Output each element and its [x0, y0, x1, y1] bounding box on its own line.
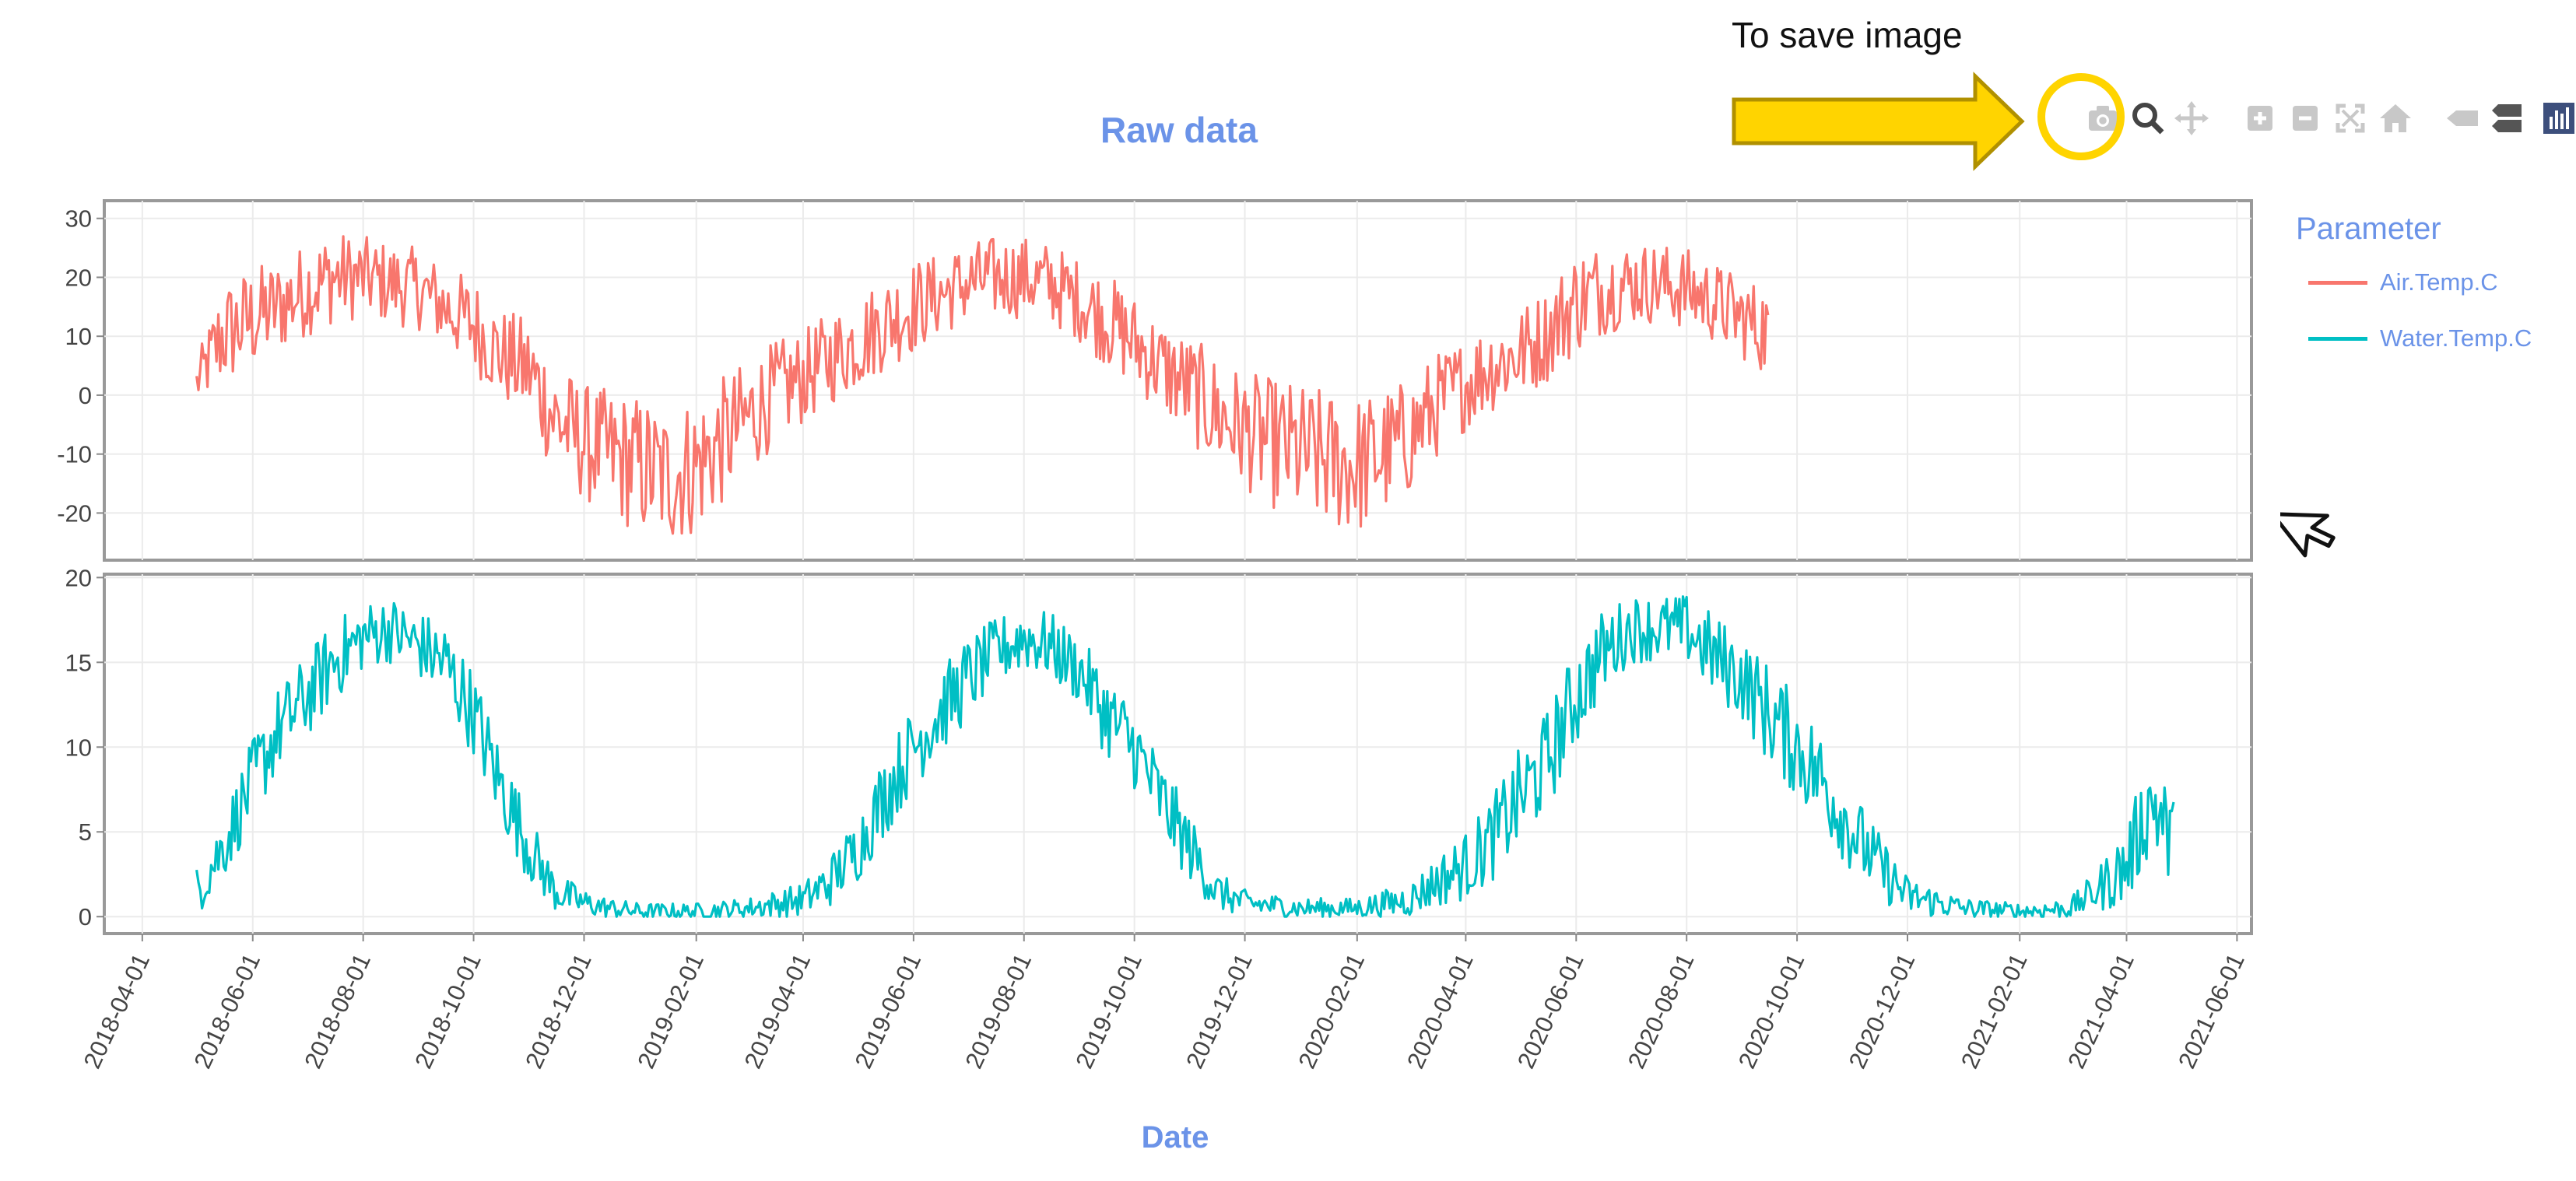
zoom-in-icon: [2248, 106, 2272, 131]
home-icon: [2380, 104, 2411, 132]
y-tick-label: -10: [57, 441, 92, 468]
air-temp-panel[interactable]: 30 20 10 0 -10 -20: [57, 199, 2253, 562]
x-axis-title: Date: [1141, 1120, 1209, 1155]
y-tick-label: 0: [79, 903, 92, 930]
autoscale-icon: [2336, 103, 2365, 133]
zoom-out-icon: [2293, 106, 2318, 131]
legend-label-water-temp: Water.Temp.C: [2380, 324, 2532, 352]
x-tick-label: 2021-06-01: [2173, 949, 2250, 1073]
series-line-Water.Temp.C[interactable]: [195, 595, 2175, 918]
modebar: [2055, 100, 2576, 146]
y-tick-label: 30: [65, 205, 92, 233]
zoom-button[interactable]: [2129, 100, 2167, 137]
compare-hover-button[interactable]: [2487, 100, 2525, 137]
annotation-text: To save image: [1732, 15, 1963, 55]
x-tick-label: 2019-12-01: [1181, 949, 1258, 1073]
zoom-icon: [2132, 103, 2164, 135]
pan-icon: [2174, 101, 2209, 135]
y-tick-label: 10: [65, 734, 92, 761]
series-line-Air.Temp.C[interactable]: [195, 235, 1770, 535]
y-tick-label: -20: [57, 499, 92, 527]
y-tick-label: 0: [79, 382, 92, 409]
y-tick-label: 20: [65, 264, 92, 291]
compare-icon: [2492, 104, 2522, 132]
water-temp-panel[interactable]: 20 15 10 5 0: [65, 564, 2253, 935]
legend-label-air-temp: Air.Temp.C: [2380, 268, 2498, 296]
annotation-arrow: [1732, 72, 2025, 171]
zoom-out-button[interactable]: [2286, 100, 2324, 137]
x-tick-label: 2019-02-01: [632, 949, 709, 1073]
x-tick-label: 2020-06-01: [1512, 949, 1589, 1073]
legend-swatch-air-temp: [2308, 280, 2367, 285]
legend-title: Parameter: [2296, 212, 2441, 246]
yellow-arrow-icon: [1732, 72, 2025, 171]
x-tick-label: 2020-04-01: [1402, 949, 1479, 1073]
x-tick-label: 2019-04-01: [739, 949, 816, 1073]
spike-icon: [2447, 110, 2478, 126]
autoscale-button[interactable]: [2332, 100, 2369, 137]
camera-icon: [2089, 106, 2117, 131]
plotly-logo-icon: [2543, 103, 2574, 134]
legend-item-water-temp[interactable]: Water.Temp.C: [2296, 310, 2560, 366]
legend-swatch-water-temp: [2308, 336, 2367, 341]
legend-item-air-temp[interactable]: Air.Temp.C: [2296, 254, 2560, 310]
x-tick-label: 2020-10-01: [1733, 949, 1810, 1073]
zoom-in-button[interactable]: [2241, 100, 2279, 137]
chart-title: Raw data: [1100, 110, 1258, 150]
x-tick-label: 2019-10-01: [1070, 949, 1147, 1073]
y-tick-label: 10: [65, 323, 92, 350]
reset-axes-button[interactable]: [2377, 100, 2414, 137]
x-tick-label: 2018-10-01: [409, 949, 486, 1073]
x-tick-label: 2018-08-01: [299, 949, 376, 1073]
date-axis: 2018-04-01 2018-06-01 2018-08-01 2018-10-01…: [78, 934, 2250, 1073]
download-png-button[interactable]: [2084, 100, 2122, 137]
y-tick-label: 5: [79, 818, 92, 846]
pan-button[interactable]: [2173, 100, 2210, 137]
x-tick-label: 2019-08-01: [960, 949, 1037, 1073]
spike-lines-button[interactable]: [2444, 100, 2481, 137]
x-tick-label: 2020-02-01: [1293, 949, 1370, 1073]
x-tick-label: 2021-04-01: [2062, 949, 2139, 1073]
x-tick-label: 2020-12-01: [1844, 949, 1921, 1073]
x-tick-label: 2019-06-01: [849, 949, 926, 1073]
legend: Parameter Air.Temp.C Water.Temp.C: [2296, 212, 2560, 366]
y-tick-label: 20: [65, 564, 92, 591]
x-tick-label: 2018-04-01: [78, 949, 155, 1073]
y-tick-label: 15: [65, 649, 92, 676]
plotly-logo-button[interactable]: [2540, 100, 2576, 137]
x-tick-label: 2018-12-01: [520, 949, 597, 1073]
x-tick-label: 2018-06-01: [188, 949, 265, 1073]
x-tick-label: 2020-08-01: [1623, 949, 1700, 1073]
plot-frame: [103, 573, 2253, 935]
x-tick-label: 2021-02-01: [1956, 949, 2033, 1073]
